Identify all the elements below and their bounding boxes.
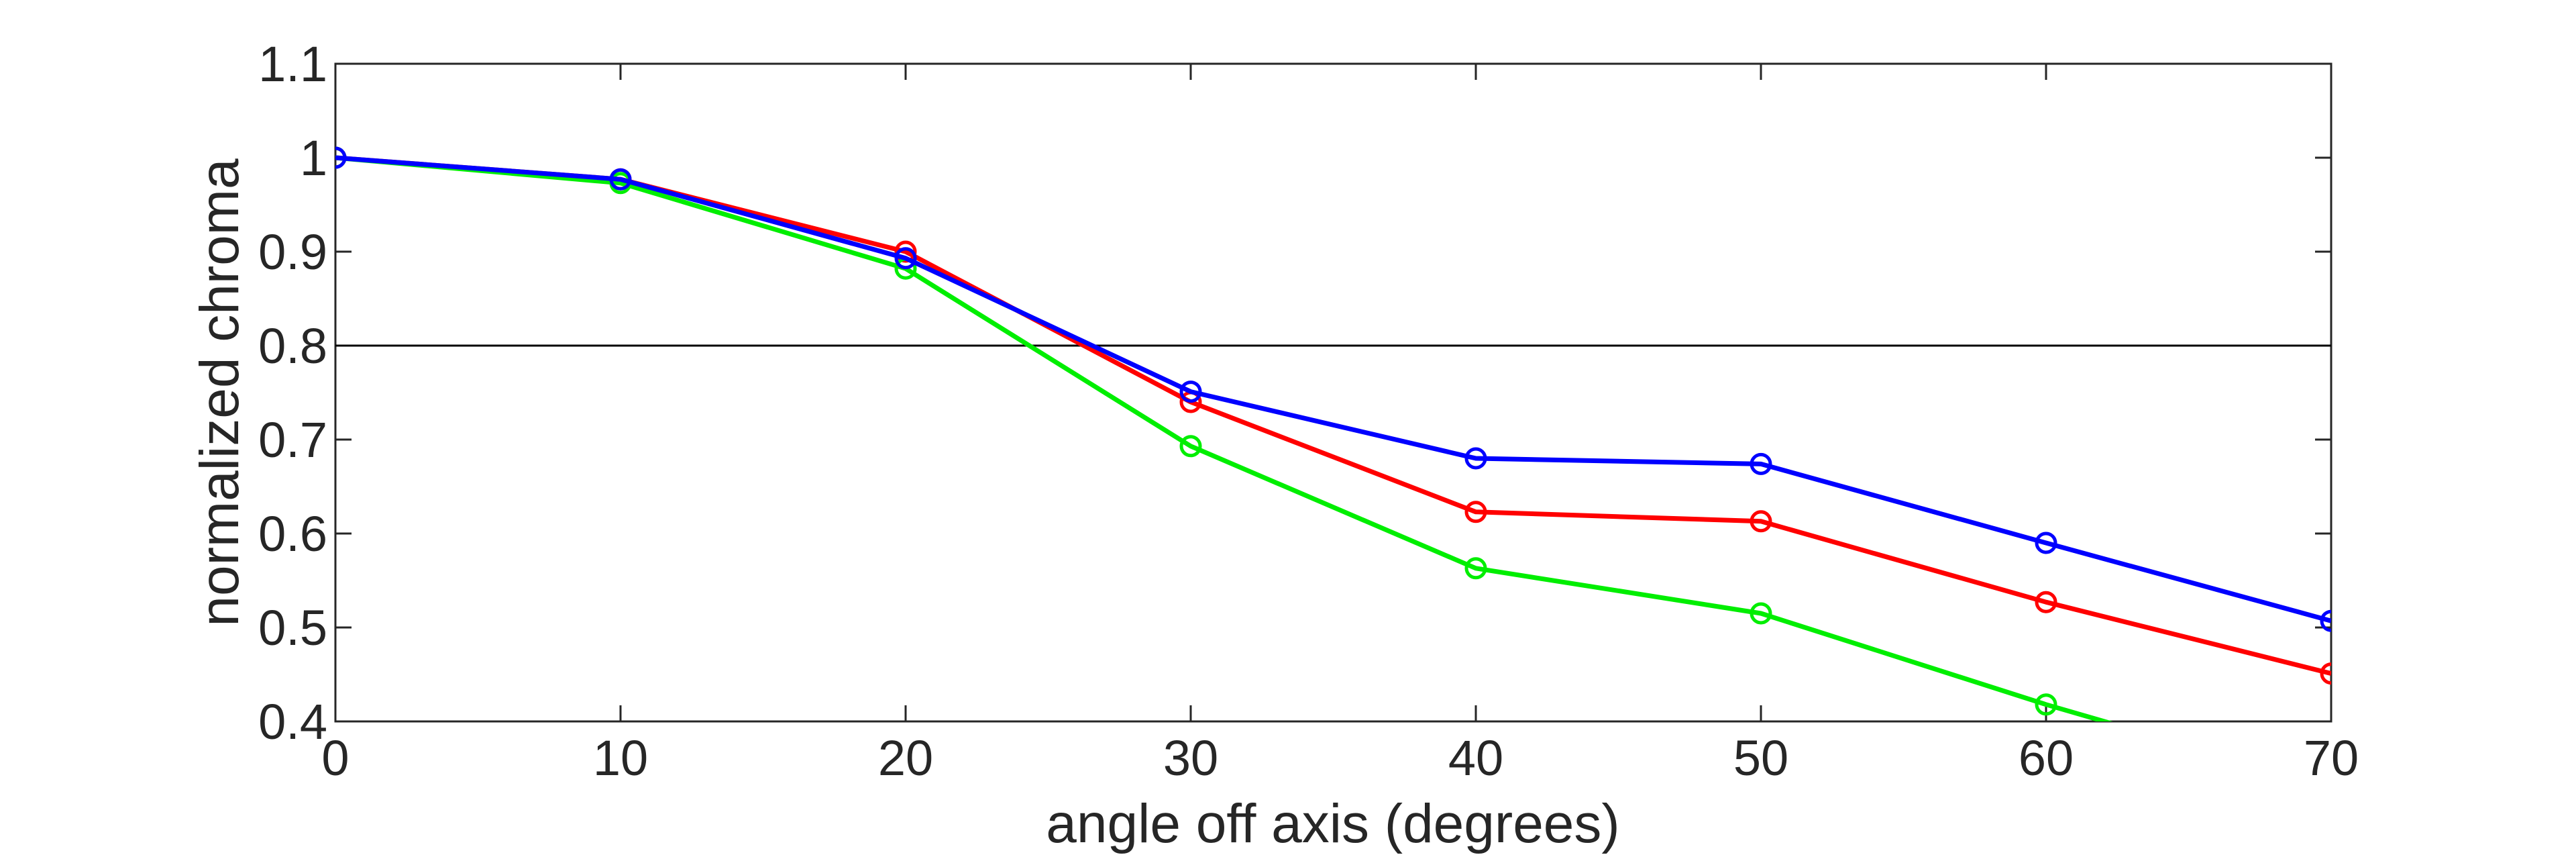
x-tick-label: 0: [321, 730, 349, 786]
data-point: [2320, 662, 2331, 685]
data-point: [1179, 435, 1202, 458]
plot-area: [335, 146, 2331, 721]
x-tick-label: 40: [1448, 730, 1503, 786]
y-tick-label: 1.1: [258, 36, 327, 92]
data-point: [1464, 557, 1487, 580]
data-point: [1750, 452, 1772, 475]
data-point: [2320, 609, 2331, 632]
data-point: [2035, 693, 2057, 716]
y-tick-label: 0.7: [258, 412, 327, 468]
data-point: [894, 247, 917, 270]
y-tick-label: 0.9: [258, 224, 327, 280]
x-axis-label: angle off axis (degrees): [1046, 793, 1619, 854]
y-axis-label: normalized chroma: [189, 158, 250, 627]
y-tick-label: 0.6: [258, 506, 327, 562]
series-line: [335, 155, 2331, 623]
data-point: [1750, 602, 1772, 625]
y-tick-label: 1: [300, 130, 327, 186]
data-point: [2035, 591, 2057, 613]
data-point: [1750, 510, 1772, 533]
series-line: [335, 155, 2331, 676]
x-tick-label: 60: [2019, 730, 2074, 786]
y-tick-label: 0.4: [258, 694, 327, 750]
data-point: [894, 240, 917, 263]
y-tick-label: 0.5: [258, 600, 327, 656]
data-point: [2035, 532, 2057, 554]
x-tick-label: 10: [593, 730, 648, 786]
data-point: [335, 146, 347, 169]
x-tick-label: 50: [1733, 730, 1788, 786]
x-tick-label: 30: [1163, 730, 1218, 786]
x-tick-label: 70: [2304, 730, 2359, 786]
plot-frame: [334, 62, 2332, 723]
data-point: [609, 168, 632, 191]
data-point: [1464, 501, 1487, 523]
series-line: [335, 155, 2113, 721]
x-tick-label: 20: [878, 730, 933, 786]
y-tick-label: 0.8: [258, 318, 327, 374]
data-point: [1179, 381, 1202, 403]
data-point: [1464, 447, 1487, 470]
